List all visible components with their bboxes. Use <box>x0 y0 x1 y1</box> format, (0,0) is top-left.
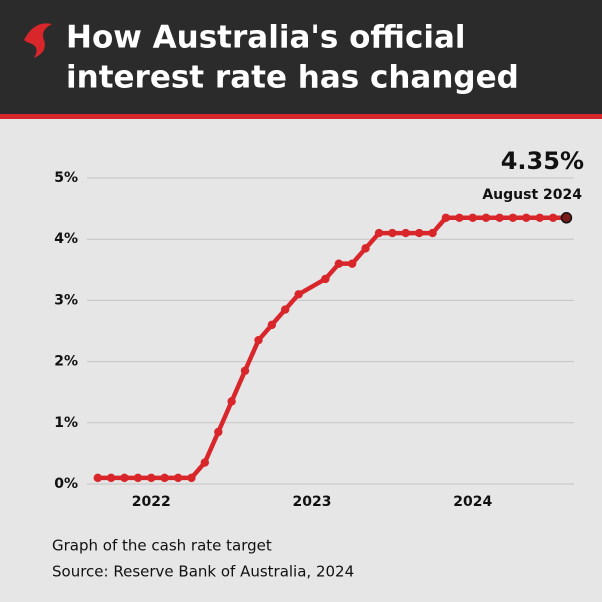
y-tick-label: 0% <box>54 476 78 492</box>
y-tick-label: 4% <box>54 231 78 247</box>
point <box>267 320 277 330</box>
point <box>133 473 143 483</box>
point <box>535 213 544 222</box>
point <box>321 274 330 284</box>
point <box>240 366 250 375</box>
point <box>160 473 169 483</box>
point <box>147 473 156 483</box>
annotation-value: 4.35% <box>501 147 584 175</box>
point <box>401 228 410 238</box>
point <box>93 473 102 483</box>
point <box>548 213 558 222</box>
point <box>481 213 491 222</box>
x-tick-label: 2023 <box>293 494 332 510</box>
source: Source: Reserve Bank of Australia, 2024 <box>52 563 354 581</box>
point <box>374 228 384 238</box>
logo <box>24 23 52 58</box>
point <box>106 473 116 483</box>
x-tick-label: 2024 <box>453 494 492 510</box>
y-tick-label: 2% <box>54 354 78 370</box>
point <box>347 259 357 268</box>
point <box>227 397 236 406</box>
point <box>455 213 464 222</box>
chart-title: How Australia's official <box>66 20 466 56</box>
annotation-date: August 2024 <box>482 187 582 203</box>
caption: Graph of the cash rate target <box>52 537 272 555</box>
header-rule <box>0 114 602 119</box>
point <box>522 213 531 222</box>
point <box>428 228 437 238</box>
point <box>254 335 263 345</box>
point <box>187 473 196 483</box>
point <box>388 228 397 238</box>
point <box>495 213 504 222</box>
point <box>441 213 451 222</box>
y-tick-label: 3% <box>54 292 78 308</box>
point <box>200 458 210 467</box>
point <box>120 473 129 483</box>
point <box>294 290 303 299</box>
y-tick-label: 5% <box>54 170 78 186</box>
point <box>560 212 573 224</box>
point <box>415 228 424 238</box>
y-tick-label: 1% <box>54 415 78 431</box>
point <box>361 244 370 253</box>
point <box>214 427 223 437</box>
x-tick-label: 2022 <box>132 494 171 510</box>
chart-title: interest rate has changed <box>66 60 519 96</box>
point <box>508 213 518 222</box>
point <box>280 305 290 314</box>
header <box>0 0 602 114</box>
point <box>468 213 477 222</box>
point <box>334 259 344 268</box>
point <box>173 473 183 483</box>
